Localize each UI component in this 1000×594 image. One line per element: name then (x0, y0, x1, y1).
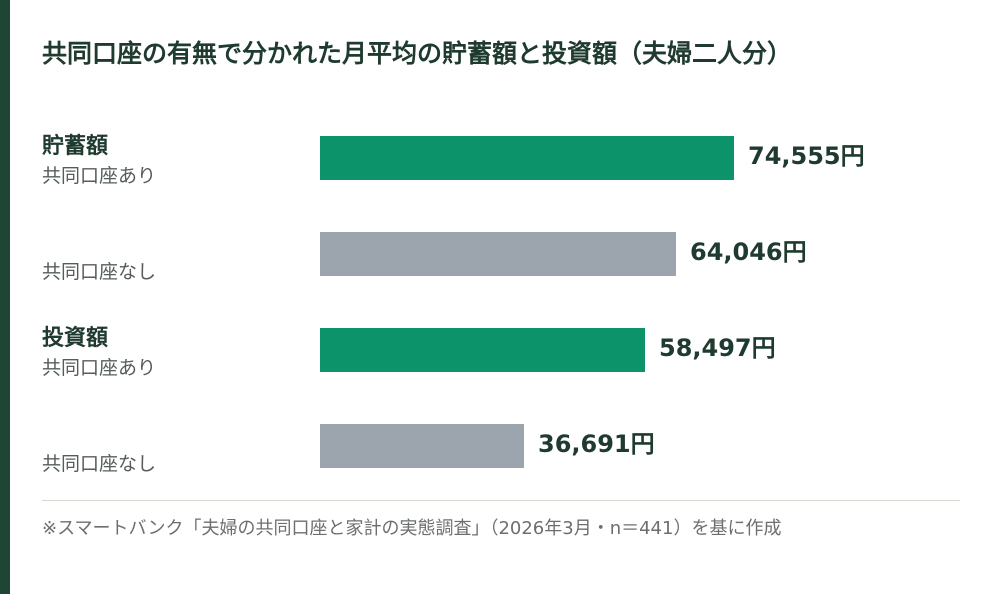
group-label: 貯蓄額 (42, 134, 109, 159)
chart-title: 共同口座の有無で分かれた月平均の貯蓄額と投資額（夫婦二人分） (42, 39, 793, 68)
bar (320, 424, 524, 468)
bar-category-label: 共同口座なし (42, 453, 157, 475)
bar-value-label: 64,046円 (690, 238, 807, 266)
bar (320, 136, 734, 180)
group-label: 投資額 (42, 326, 109, 351)
bar-category-label: 共同口座あり (42, 357, 157, 379)
divider (42, 500, 960, 501)
source-note: ※スマートバンク「夫婦の共同口座と家計の実態調査」（2026年3月・n＝441）… (42, 518, 782, 539)
bar-value-label: 36,691円 (538, 430, 655, 458)
bar (320, 232, 676, 276)
bar-category-label: 共同口座あり (42, 165, 157, 187)
bar-value-label: 58,497円 (659, 334, 776, 362)
accent-side-bar (0, 0, 10, 594)
bar (320, 328, 645, 372)
bar-value-label: 74,555円 (748, 142, 865, 170)
bar-category-label: 共同口座なし (42, 261, 157, 283)
